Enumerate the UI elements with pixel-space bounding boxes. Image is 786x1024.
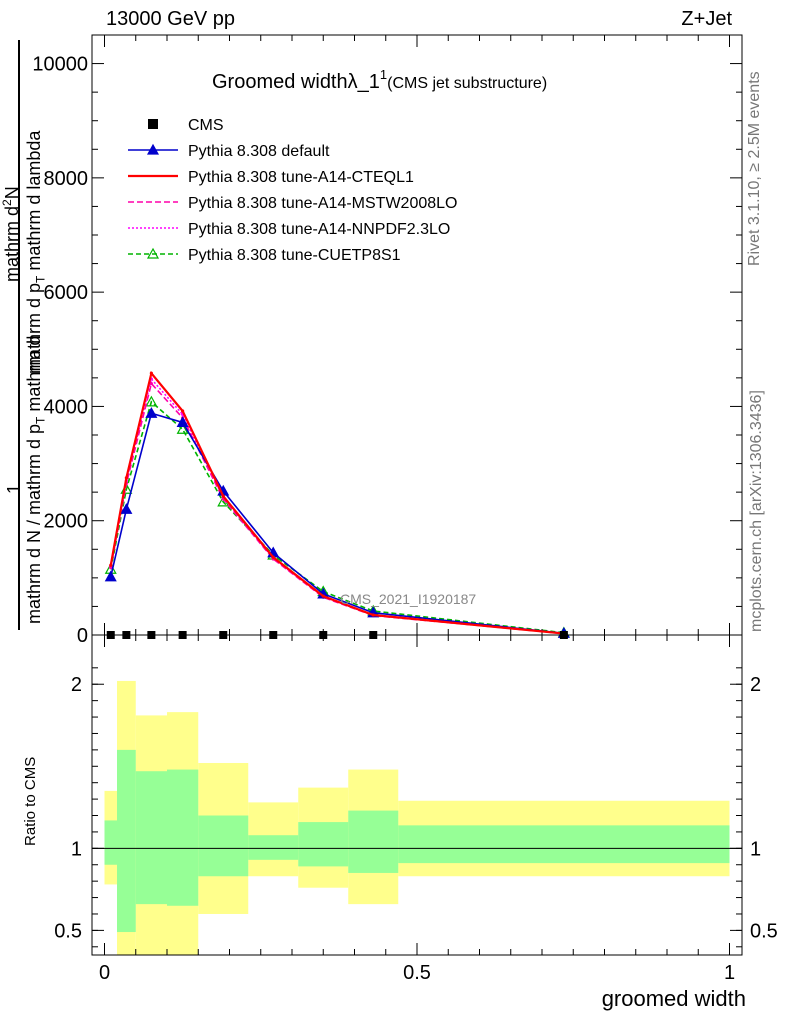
series-marker xyxy=(145,395,158,407)
series-marker xyxy=(221,494,225,498)
main-panel: 0 2000 4000 6000 8000 10000 Groomed widthλ_11… xyxy=(32,34,743,647)
main-ytick-label: 4000 xyxy=(44,396,89,418)
main-ytick-label: 0 xyxy=(77,625,88,647)
series-marker xyxy=(176,423,189,434)
y-axis-fraction-bar xyxy=(18,40,20,630)
series-3 xyxy=(109,381,566,636)
ratio-xtick-label: 1 xyxy=(724,962,735,984)
series-2 xyxy=(109,370,566,636)
ratio-band-inner xyxy=(117,749,136,933)
ratio-ytick-label-right: 2 xyxy=(750,674,761,696)
legend-label: Pythia 8.308 tune-A14-CTEQL1 xyxy=(188,169,414,186)
legend: CMS Pythia 8.308 default Pythia 8.308 tune… xyxy=(128,117,457,264)
series-marker xyxy=(104,570,117,582)
series-marker xyxy=(321,594,325,598)
ratio-ytick-label-left: 1 xyxy=(71,838,82,860)
series-marker xyxy=(124,476,128,480)
energy-label: 13000 GeV pp xyxy=(106,8,235,30)
series-marker xyxy=(181,409,185,413)
legend-label: Pythia 8.308 tune-A14-NNPDF2.3LO xyxy=(188,221,450,238)
main-series-group xyxy=(104,370,570,639)
series-marker xyxy=(109,563,113,567)
ratio-band-inner xyxy=(298,822,349,867)
ratio-xtick-label: 0 xyxy=(99,962,110,984)
ratio-band-inner xyxy=(104,820,117,865)
series-marker xyxy=(176,416,189,428)
legend-label: Pythia 8.308 default xyxy=(188,143,330,160)
main-axis-ticks: 0 2000 4000 6000 8000 10000 xyxy=(32,35,742,647)
legend-marker xyxy=(148,119,158,129)
ratio-ytick-label-right: 0.5 xyxy=(750,920,778,942)
ratio-band-inner xyxy=(348,810,399,873)
series-marker xyxy=(271,555,275,559)
main-ytick-label: 8000 xyxy=(44,168,89,190)
legend-marker xyxy=(146,143,160,155)
ratio-band-inner xyxy=(248,835,299,860)
series-marker xyxy=(149,381,153,386)
legend-label: Pythia 8.308 tune-CUETP8S1 xyxy=(188,247,401,264)
analysis-watermark: CMS_2021_I1920187 xyxy=(340,591,476,607)
ratio-ytick-label-left: 0.5 xyxy=(54,920,82,942)
series-4 xyxy=(109,377,566,636)
x-axis-label: groomed width xyxy=(601,986,746,1011)
series-line xyxy=(109,370,564,635)
series-marker xyxy=(120,503,133,514)
legend-label: Pythia 8.308 tune-A14-MSTW2008LO xyxy=(188,195,457,212)
main-ytick-label: 10000 xyxy=(32,54,88,76)
series-marker xyxy=(145,407,158,418)
ratio-band-inner xyxy=(167,769,199,906)
ratio-panel: 0 0.5 1 0.5 0.5 1 1 2 2 xyxy=(54,634,778,984)
process-label: Z+Jet xyxy=(681,8,732,30)
ratio-axis-ticks: 0 0.5 1 0.5 0.5 1 1 2 2 xyxy=(54,635,778,984)
series-line xyxy=(109,400,564,634)
series-line xyxy=(109,377,564,635)
legend-label: CMS xyxy=(188,117,224,134)
ratio-band-inner xyxy=(198,815,249,877)
ratio-ytick-label-right: 1 xyxy=(750,838,761,860)
ratio-bands xyxy=(104,680,730,955)
ratio-band-inner xyxy=(135,771,167,905)
chart-title: Groomed widthλ_11(CMS jet substructure) xyxy=(212,67,547,93)
legend-marker xyxy=(146,247,160,259)
ratio-band-inner xyxy=(398,825,730,864)
series-marker xyxy=(109,565,113,570)
main-ytick-label: 6000 xyxy=(44,282,89,304)
ratio-ytick-label-left: 2 xyxy=(71,674,82,696)
series-marker xyxy=(149,371,153,375)
main-ytick-label: 2000 xyxy=(44,511,89,533)
ratio-xtick-label: 0.5 xyxy=(403,962,431,984)
series-marker xyxy=(371,613,375,617)
